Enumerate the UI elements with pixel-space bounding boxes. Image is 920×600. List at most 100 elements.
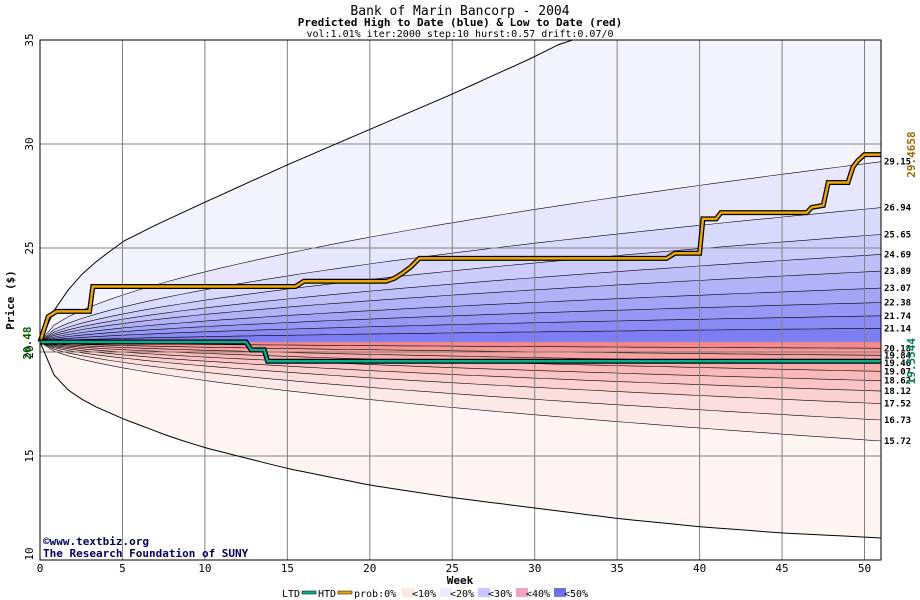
y-tick-label: 20 — [23, 345, 36, 358]
lower-envelope — [39, 341, 882, 539]
quantile-end-label: 29.15 — [884, 158, 911, 168]
probability-bands — [39, 40, 882, 538]
legend-ltd-swatch — [301, 590, 317, 595]
x-tick-label: 45 — [775, 562, 788, 575]
x-tick-label: 35 — [611, 562, 624, 575]
high-band — [40, 271, 881, 342]
quantile-end-label: 19.46 — [884, 359, 911, 369]
high-quantile-line — [39, 207, 882, 343]
high-band — [40, 302, 881, 342]
low-band — [40, 342, 881, 364]
low-band — [40, 342, 881, 420]
quantile-end-label: 21.14 — [884, 324, 912, 334]
high-band — [40, 254, 881, 342]
high-quantile-line — [39, 287, 882, 343]
high-band — [40, 207, 881, 342]
quantile-end-label: 22.38 — [884, 298, 911, 308]
series-htd-end-label: 29.4658 — [905, 131, 918, 177]
foundation-text: The Research Foundation of SUNY — [43, 547, 249, 560]
y-tick-label: 30 — [23, 137, 36, 150]
x-tick-label: 40 — [693, 562, 706, 575]
low-quantile-line — [39, 341, 882, 404]
high-quantile-line — [39, 302, 882, 343]
x-axis-ticks: 0 5 10 15 20 25 30 35 40 45 50 — [37, 562, 871, 575]
y-tick-label: 10 — [23, 547, 36, 560]
x-tick-label: 0 — [37, 562, 44, 575]
x-tick-label: 20 — [363, 562, 376, 575]
x-tick-label: 15 — [281, 562, 294, 575]
quantile-end-labels: 29.15 26.94 25.65 24.69 23.89 23.07 22.38 21.74… — [884, 131, 918, 447]
high-band — [40, 315, 881, 342]
series-ltd-end-label: 19.5544 — [905, 338, 918, 385]
quantile-end-label: 16.73 — [884, 416, 911, 426]
low-band — [40, 342, 881, 381]
quantile-end-label: 23.07 — [884, 284, 911, 294]
low-quantile-line — [39, 341, 882, 381]
quantile-end-label: 20.18 — [884, 344, 911, 354]
series-lines — [37, 152, 881, 364]
legend-ltd-label: LTD — [282, 589, 300, 600]
legend-prob-item: <20% — [450, 589, 474, 600]
low-quantile-line — [39, 341, 882, 421]
x-tick-label: 5 — [119, 562, 126, 575]
upper-envelope — [39, 39, 587, 343]
high-band — [40, 234, 881, 342]
high-quantile-line — [39, 254, 882, 343]
legend-swatch — [402, 588, 414, 597]
series-htd-line — [38, 153, 881, 343]
x-axis-label: Week — [447, 574, 474, 587]
high-quantile-line — [39, 328, 882, 343]
series-ltd-line — [40, 340, 881, 363]
high-band — [40, 288, 881, 342]
legend-swatch — [440, 588, 452, 597]
chart-params: vol:1.01% iter:2000 step:10 hurst:0.57 d… — [306, 29, 613, 40]
legend-htd-swatch — [337, 590, 353, 595]
chart-title: Bank of Marin Bancorp - 2004 — [350, 4, 569, 19]
quantile-end-label: 15.72 — [884, 437, 911, 447]
legend-htd-label: HTD — [318, 589, 336, 600]
y-tick-label: 25 — [23, 241, 36, 254]
legend-prob-item: <50% — [564, 589, 588, 600]
low-band — [40, 342, 881, 392]
low-band — [40, 342, 881, 372]
legend-swatch — [554, 588, 566, 597]
legend: LTD HTD prob:0% <10% <20% <30% <40% <50% — [282, 588, 588, 600]
legend-swatch — [478, 588, 490, 597]
high-quantile-line — [39, 315, 882, 343]
start-price-label: 20.48 — [21, 326, 34, 359]
legend-swatch — [516, 588, 528, 597]
x-tick-label: 30 — [528, 562, 541, 575]
quantile-end-label: 18.62 — [884, 377, 911, 387]
quantile-end-label: 23.89 — [884, 267, 911, 277]
legend-prob-item: <10% — [412, 589, 436, 600]
quantile-end-label: 21.74 — [884, 312, 912, 322]
y-axis-ticks: 15 20 25 30 35 10 — [23, 33, 36, 560]
x-tick-label: 10 — [198, 562, 211, 575]
quantile-end-label: 24.69 — [884, 250, 911, 260]
y-axis-label: Price ($) — [4, 270, 17, 330]
envelope-lines — [39, 39, 882, 539]
high-band — [40, 40, 881, 342]
low-quantile-line — [39, 341, 882, 356]
quantile-end-label: 18.12 — [884, 387, 911, 397]
plot-frame — [39, 39, 882, 561]
high-quantile-line — [39, 234, 882, 343]
high-quantile-line — [39, 270, 882, 343]
y-tick-label: 35 — [23, 33, 36, 46]
x-tick-label: 25 — [446, 562, 459, 575]
legend-prob-item: <30% — [488, 589, 512, 600]
high-quantile-line — [39, 161, 882, 343]
chart-subtitle: Predicted High to Date (blue) & Low to D… — [298, 16, 623, 29]
copyright-text: ©www.textbiz.org — [43, 535, 149, 548]
quantile-end-label: 19.84 — [884, 351, 912, 361]
high-band — [40, 328, 881, 342]
quantile-end-label: 17.52 — [884, 400, 911, 410]
quantile-end-label: 25.65 — [884, 230, 911, 240]
y-tick-label: 15 — [23, 449, 36, 462]
quantile-end-label: 19.07 — [884, 367, 911, 377]
low-band — [40, 342, 881, 441]
x-tick-label: 50 — [858, 562, 871, 575]
low-band — [40, 342, 881, 349]
legend-prob-item: <40% — [526, 589, 550, 600]
